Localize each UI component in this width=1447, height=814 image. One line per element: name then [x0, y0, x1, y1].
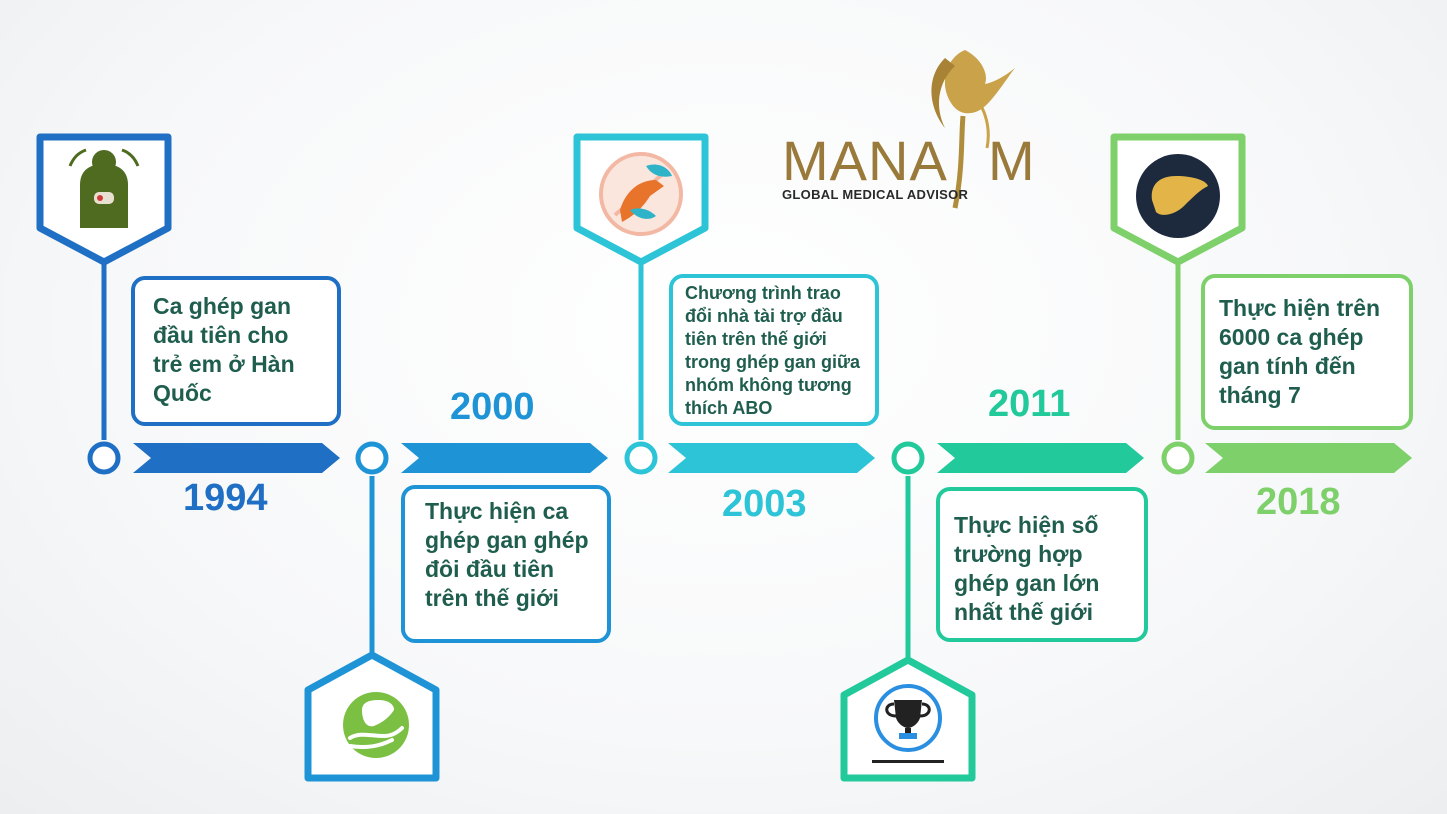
arrow-segment-2003 — [668, 443, 875, 473]
milestone-2003-text: Chương trình trao đổi nhà tài trợ đầu ti… — [669, 274, 879, 426]
milestone-2018-text: Thực hiện trên 6000 ca ghép gan tính đến… — [1201, 274, 1413, 430]
arrow-segment-2000 — [401, 443, 608, 473]
node-2000 — [355, 441, 389, 475]
brand-name-left: MANA — [782, 129, 948, 192]
node-2018 — [1161, 441, 1195, 475]
node-1994 — [87, 441, 121, 475]
year-1994: 1994 — [183, 477, 268, 519]
node-2003 — [624, 441, 658, 475]
brand-name-right: M — [988, 129, 1035, 192]
year-2000: 2000 — [450, 386, 535, 428]
liver-hand-icon — [343, 692, 409, 758]
exchange-hands-icon — [599, 152, 683, 236]
arrow-segment-2011 — [937, 443, 1144, 473]
milestone-2000-text: Thực hiện ca ghép gan ghép đôi đầu tiên … — [401, 485, 611, 643]
milestone-2011-text: Thực hiện số trường hợp ghép gan lớn nhấ… — [936, 487, 1148, 642]
arrow-segment-2018 — [1205, 443, 1412, 473]
node-2011 — [891, 441, 925, 475]
brand-tagline: GLOBAL MEDICAL ADVISOR — [782, 187, 969, 202]
year-2018: 2018 — [1256, 481, 1341, 523]
brand-emblem-icon — [931, 50, 1015, 209]
liver-icon — [1136, 154, 1220, 238]
year-2003: 2003 — [722, 483, 807, 525]
arrow-segment-1994 — [133, 443, 340, 473]
milestone-1994-text: Ca ghép gan đầu tiên cho trẻ em ở Hàn Qu… — [131, 276, 341, 426]
liver-body-icon — [68, 148, 140, 228]
trophy-icon — [872, 684, 944, 763]
year-2011: 2011 — [988, 383, 1071, 425]
